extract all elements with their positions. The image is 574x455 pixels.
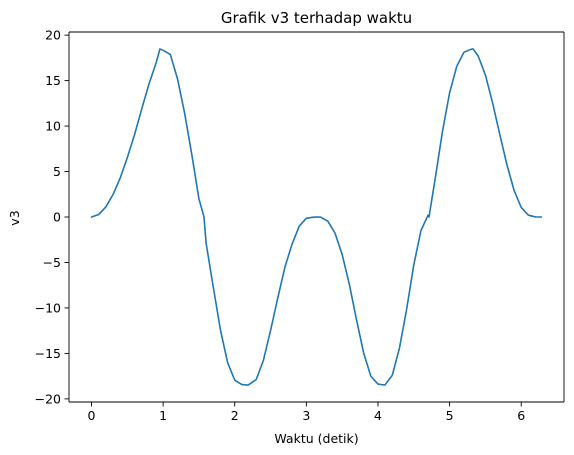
y-tick-label: 15	[45, 73, 61, 88]
y-tick-label: 5	[53, 164, 61, 179]
x-axis-label: Waktu (detik)	[274, 431, 358, 446]
axes: 0 1 2 3 4 5 6 −20 −15 −10 −5 0 5 10 15 20	[35, 28, 565, 423]
x-tick-label: 0	[88, 408, 96, 423]
y-tick-label: 10	[45, 119, 61, 134]
x-tick-label: 1	[159, 408, 167, 423]
y-tick-label: 0	[53, 210, 61, 225]
y-tick-label: −15	[35, 346, 61, 361]
chart-title: Grafik v3 terhadap waktu	[221, 9, 412, 27]
y-tick-label: −5	[43, 255, 61, 270]
y-tick-label: −10	[35, 300, 61, 315]
x-tick-label: 4	[374, 408, 382, 423]
x-tick-label: 5	[446, 408, 454, 423]
x-tick-label: 3	[302, 408, 310, 423]
y-axis-label: v3	[7, 210, 22, 225]
plot-area	[90, 48, 543, 386]
x-tick-label: 2	[231, 408, 239, 423]
x-tick-label: 6	[517, 408, 525, 423]
series-line-0	[90, 48, 543, 386]
y-tick-label: 20	[45, 28, 61, 43]
y-tick-label: −20	[35, 391, 61, 406]
